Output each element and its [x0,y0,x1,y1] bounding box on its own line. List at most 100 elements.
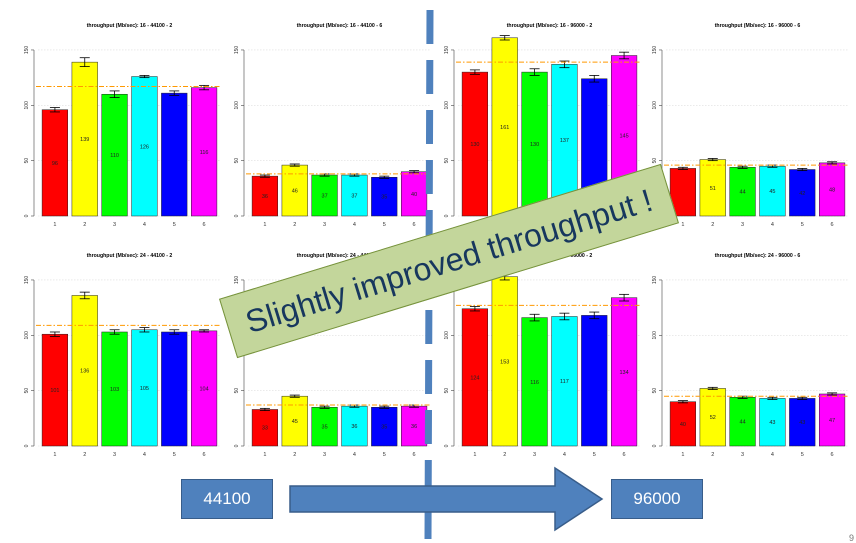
x-tick-label: 4 [563,452,566,458]
y-tick-label: 100 [234,101,240,110]
bar-value-label: 47 [829,418,835,424]
chart-title: throughput (Mb/sec): 16 - 44100 - 2 [87,23,173,29]
y-tick-label: 0 [444,214,450,217]
x-tick-label: 3 [741,222,744,228]
x-tick-label: 4 [771,222,774,228]
x-tick-label: 4 [143,452,146,458]
bar-value-label: 35 [381,195,387,201]
from-rate-box: 44100 [181,479,273,519]
bar-chart-6: throughput (Mb/sec): 24 - 44100 - 605010… [234,253,431,458]
bar [131,76,158,217]
x-tick-label: 3 [323,222,326,228]
bar [819,162,846,217]
x-tick-label: 2 [293,452,296,458]
y-tick-label: 0 [444,444,450,447]
bar [819,393,846,447]
x-tick-label: 4 [353,452,356,458]
bar [281,395,308,447]
x-tick-label: 5 [593,452,596,458]
x-tick-label: 6 [203,222,206,228]
x-tick-label: 5 [383,452,386,458]
x-tick-label: 6 [203,452,206,458]
bar [789,169,816,217]
bar [311,407,338,447]
bar-value-label: 36 [351,424,357,430]
bar [371,407,398,447]
x-tick-label: 5 [383,222,386,228]
bar-chart-2: throughput (Mb/sec): 16 - 44100 - 6 0 50 10… [234,23,431,228]
x-tick-label: 6 [623,452,626,458]
x-tick-label: 5 [801,222,804,228]
bar-value-label: 40 [680,422,686,428]
bar [311,174,338,217]
bar-value-label: 45 [769,189,775,195]
y-tick-label: 150 [24,276,30,285]
x-tick-label: 2 [293,222,296,228]
bar [101,331,128,447]
chart-title: throughput (Mb/sec): 16 - 96000 - 2 [507,23,593,29]
bar-value-label: 44 [740,190,746,196]
x-tick-label: 1 [681,222,684,228]
x-tick-label: 6 [413,222,416,228]
y-tick-label: 100 [652,331,658,340]
bar-chart-1: throughput (Mb/sec): 16 - 44100 - 2 0 50 10… [24,23,221,228]
bar [669,401,696,447]
x-tick-label: 4 [771,452,774,458]
x-tick-label: 2 [711,452,714,458]
bar [581,315,608,447]
bar-value-label: 44 [740,420,746,426]
bar-value-label: 37 [322,194,328,200]
y-tick-label: 50 [24,158,30,164]
bar [461,308,488,447]
y-tick-label: 50 [24,388,30,394]
bar-value-label: 116 [530,380,539,386]
page-number: 9 [848,533,854,543]
bar-value-label: 48 [829,187,835,193]
x-tick-label: 5 [801,452,804,458]
bar [699,388,726,447]
chart-title: throughput (Mb/sec): 16 - 96000 - 6 [715,23,801,29]
bar-value-label: 36 [411,424,417,430]
chart-title: throughput (Mb/sec): 16 - 44100 - 6 [297,23,383,29]
y-tick-label: 50 [234,388,240,394]
x-tick-label: 3 [323,452,326,458]
bar [161,92,188,217]
bar [521,71,548,217]
y-tick-label: 150 [652,276,658,285]
bar-value-label: 52 [710,415,716,421]
bar [251,409,278,447]
bar-chart-3: throughput (Mb/sec): 16 - 96000 - 2 0 50 10… [444,23,641,228]
bar [101,93,128,217]
bar-value-label: 134 [619,370,628,376]
bar [729,397,756,447]
bar [461,71,488,217]
bar [191,330,218,447]
bar-value-label: 101 [50,388,59,394]
bar [341,405,368,447]
y-tick-label: 50 [652,158,658,164]
bar [699,159,726,217]
x-tick-label: 2 [711,222,714,228]
x-tick-label: 1 [263,452,266,458]
bar-value-label: 136 [80,369,89,375]
bar [401,405,428,447]
bar-value-label: 137 [560,138,569,144]
y-tick-label: 50 [652,388,658,394]
x-tick-label: 6 [831,452,834,458]
y-tick-label: 50 [234,158,240,164]
bar [41,109,68,217]
x-tick-label: 1 [53,452,56,458]
bar-chart-4: throughput (Mb/sec): 16 - 96000 - 605010… [652,23,849,228]
bar-value-label: 139 [80,137,89,143]
bar [611,297,638,447]
bar [491,276,518,447]
bar-value-label: 46 [292,189,298,195]
bar [71,295,98,447]
bar-value-label: 117 [560,379,569,385]
bar-value-label: 161 [500,125,509,131]
y-tick-label: 100 [444,331,450,340]
bar [41,333,68,447]
bar-value-label: 42 [799,191,805,197]
y-tick-label: 100 [652,101,658,110]
x-tick-label: 2 [83,452,86,458]
